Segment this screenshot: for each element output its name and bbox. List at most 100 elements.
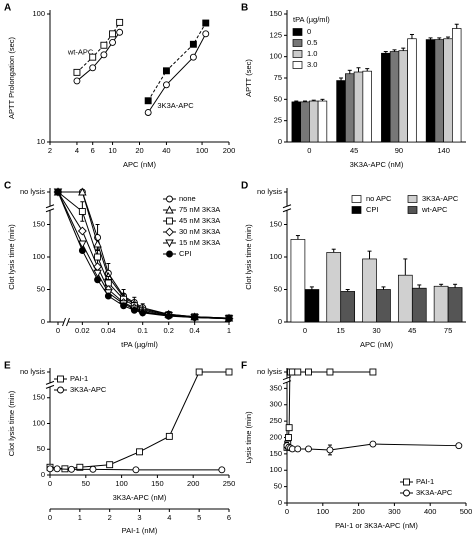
axis-break	[62, 317, 66, 327]
data-point	[225, 315, 233, 323]
y-tick-label: 10	[37, 137, 45, 146]
data-point	[73, 68, 81, 76]
legend-label: wt-APC	[421, 205, 448, 214]
x-axis-label: tPA (µg/ml)	[121, 340, 158, 349]
x-tick-label: 0.04	[101, 326, 116, 335]
y-tick-label: 150	[32, 219, 45, 228]
data-point	[202, 19, 210, 27]
legend-label: none	[179, 194, 196, 203]
y-tick-label: no lysis	[20, 367, 45, 376]
y-tick-label: 75	[274, 73, 282, 82]
y-tick-label: 100	[32, 418, 45, 427]
data-point	[109, 38, 117, 46]
legend-label: 1.0	[307, 49, 317, 58]
legend-label: PAI-1	[70, 374, 88, 383]
x-tick-label: 0	[48, 513, 52, 522]
series-line	[147, 33, 207, 113]
x-tick-label: 200	[352, 507, 365, 516]
y-axis-label: Clot lysis time (min)	[7, 390, 16, 456]
x-tick-label: 500	[460, 507, 473, 516]
x-axis-label: PAI-1 or 3K3A-APC (nM)	[335, 521, 418, 530]
data-point	[218, 466, 226, 474]
data-point	[326, 368, 334, 376]
legend-label: 15 nM 3K3A	[179, 238, 220, 247]
data-point	[369, 368, 377, 376]
y-tick-label: no lysis	[20, 187, 45, 196]
data-point	[132, 466, 140, 474]
y-tick-label: 100	[269, 52, 282, 61]
legend-swatch	[407, 195, 418, 203]
y-axis-label: Clot lysis time (min)	[7, 224, 16, 290]
legend-swatch	[292, 61, 303, 69]
data-point	[294, 445, 302, 453]
panel-label: B	[241, 3, 248, 14]
data-point	[189, 40, 197, 48]
bar	[326, 252, 342, 323]
bar	[353, 71, 364, 143]
data-point	[225, 368, 233, 376]
x-tick-label: 200	[187, 479, 200, 488]
x-tick-label: 15	[337, 326, 345, 335]
bar	[376, 289, 391, 323]
y-tick-label: 0	[278, 137, 282, 146]
data-point	[94, 253, 102, 261]
legend-marker	[166, 217, 173, 225]
x-tick-label: 0.2	[163, 326, 173, 335]
x-tick-label: 3	[137, 513, 141, 522]
x-tick-label: 100	[115, 479, 128, 488]
data-point	[100, 41, 108, 49]
x-tick-label: 0	[56, 326, 60, 335]
y-tick-label: no lysis	[257, 367, 282, 376]
y-axis-label: Lysis time (min)	[244, 411, 253, 464]
data-point	[305, 368, 312, 376]
x-axis-label: APC (nM)	[123, 160, 156, 169]
bar	[300, 101, 310, 143]
y-tick-label: no lysis	[257, 187, 282, 196]
x-tick-label: 2	[48, 146, 52, 155]
y-tick-label: 200	[269, 432, 282, 441]
x-tick-label: 0	[307, 146, 311, 155]
y-tick-label: 100	[32, 9, 45, 18]
x-tick-label: 100	[317, 507, 330, 516]
legend-swatch	[292, 28, 303, 36]
legend-label: 3K3A-APC	[422, 194, 459, 203]
data-point	[78, 208, 86, 215]
data-point	[144, 109, 152, 116]
data-point	[285, 424, 293, 432]
data-point	[369, 440, 377, 448]
legend-swatch	[351, 195, 362, 203]
bar	[291, 101, 301, 143]
axis-break	[282, 204, 292, 209]
data-point	[130, 306, 138, 314]
data-point	[120, 302, 127, 310]
series-line	[57, 191, 230, 319]
data-point	[144, 97, 152, 105]
data-point	[54, 188, 62, 196]
x-tick-label: 6	[91, 146, 95, 155]
panel-label: D	[241, 181, 248, 192]
x-tick-label: 2	[108, 513, 112, 522]
x-tick-label: 1	[227, 326, 231, 335]
axis-break	[45, 384, 55, 389]
bar	[340, 291, 356, 323]
panel-label: C	[4, 181, 11, 192]
x-tick-label: 150	[151, 479, 164, 488]
data-point	[93, 239, 102, 248]
data-point	[73, 77, 81, 85]
axis-break	[282, 208, 292, 213]
legend-marker	[403, 478, 410, 486]
x-tick-label: 40	[162, 146, 170, 155]
data-point	[294, 368, 302, 376]
legend-label: no APC	[366, 194, 392, 203]
y-tick-label: 50	[274, 94, 282, 103]
y-tick-label: 150	[269, 9, 282, 18]
legend-marker	[165, 227, 174, 237]
bar	[309, 100, 319, 143]
y-tick-label: 150	[269, 219, 282, 228]
data-point	[104, 292, 112, 300]
data-point	[46, 465, 54, 473]
data-point	[139, 309, 147, 317]
x-tick-label: 100	[196, 146, 209, 155]
x-tick-label: 45	[408, 326, 416, 335]
